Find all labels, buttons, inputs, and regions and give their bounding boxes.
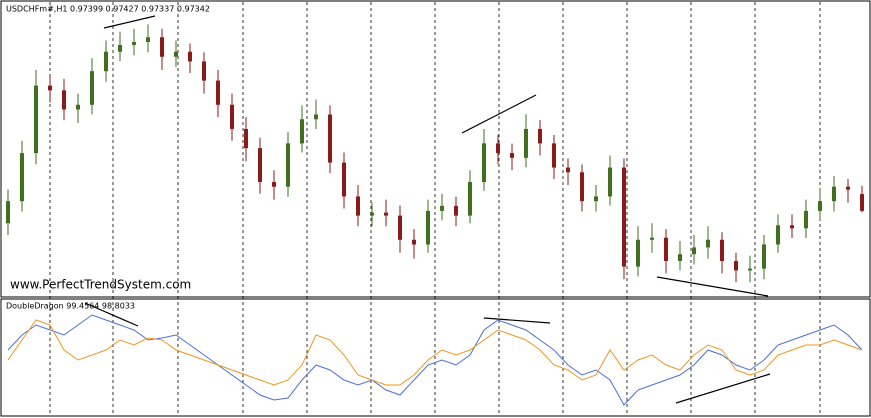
candle-body [860,194,864,211]
candle-body [510,153,514,158]
trend-line [675,373,771,404]
trend-line [461,94,537,134]
candle-body [76,104,80,110]
trend-line [103,15,156,29]
candle-body [440,205,444,211]
candle-body [412,239,416,245]
candle-body [636,239,640,267]
candle-body [272,182,276,187]
candle-body [804,210,808,229]
candle-body [818,201,822,211]
symbol-title: USDCHFm#,H1 0.97399 0.97427 0.97337 0.97… [6,5,210,14]
candle-body [524,128,528,158]
candle-body [650,237,654,240]
candle-body [132,42,136,45]
indicator-panel [0,298,871,417]
candle-body [664,237,668,261]
candle-body [468,182,472,216]
candle-body [48,85,52,91]
indicator-line [7,319,863,386]
candle-body [776,225,780,245]
candle-body [426,210,430,245]
candle-body [160,37,164,57]
candle-body [580,172,584,202]
indicator-line [7,314,863,406]
trend-line [656,276,769,297]
candle-body [314,114,318,120]
candle-body [832,186,836,202]
candle-body [552,143,556,168]
candle-body [538,128,542,144]
candle-body [720,239,724,261]
candle-body [34,85,38,154]
candle-body [790,225,794,229]
candle-body [300,119,304,144]
indicator-title: DoubleDragon 99.4564 98.8033 [6,302,135,311]
candle-body [622,167,626,267]
candle-body [258,148,262,182]
watermark: www.PerfectTrendSystem.com [10,278,191,292]
candle-body [566,167,570,173]
candle-body [216,80,220,105]
trend-line [84,302,139,327]
candle-body [188,51,192,62]
candle-body [230,104,234,129]
candle-body [174,51,178,57]
candle-body [482,143,486,182]
candle-body [454,205,458,216]
candle-body [104,51,108,72]
candle-body [146,37,150,42]
candle-body [748,268,752,271]
candle-body [342,162,346,197]
candle-body [90,71,94,105]
candle-body [202,61,206,81]
candle-body [244,128,248,149]
candle-body [328,114,332,163]
candle-body [608,167,612,197]
candle-body [62,90,66,110]
candle-body [118,44,122,52]
candle-body [846,186,850,190]
candle-body [762,244,766,269]
candle-body [692,247,696,255]
candle-body [6,201,10,224]
candle-body [286,143,290,187]
candle-body [706,239,710,248]
candle-body [356,196,360,216]
trend-line [483,317,551,324]
candle-body [734,260,738,271]
candle-body [370,212,374,216]
candle-body [496,143,500,154]
marks [6,24,864,406]
candle-body [678,254,682,261]
main-panel [0,0,871,298]
candle-body [594,196,598,202]
candle-body [398,215,402,240]
candle-body [20,153,24,202]
candle-body [384,212,388,216]
